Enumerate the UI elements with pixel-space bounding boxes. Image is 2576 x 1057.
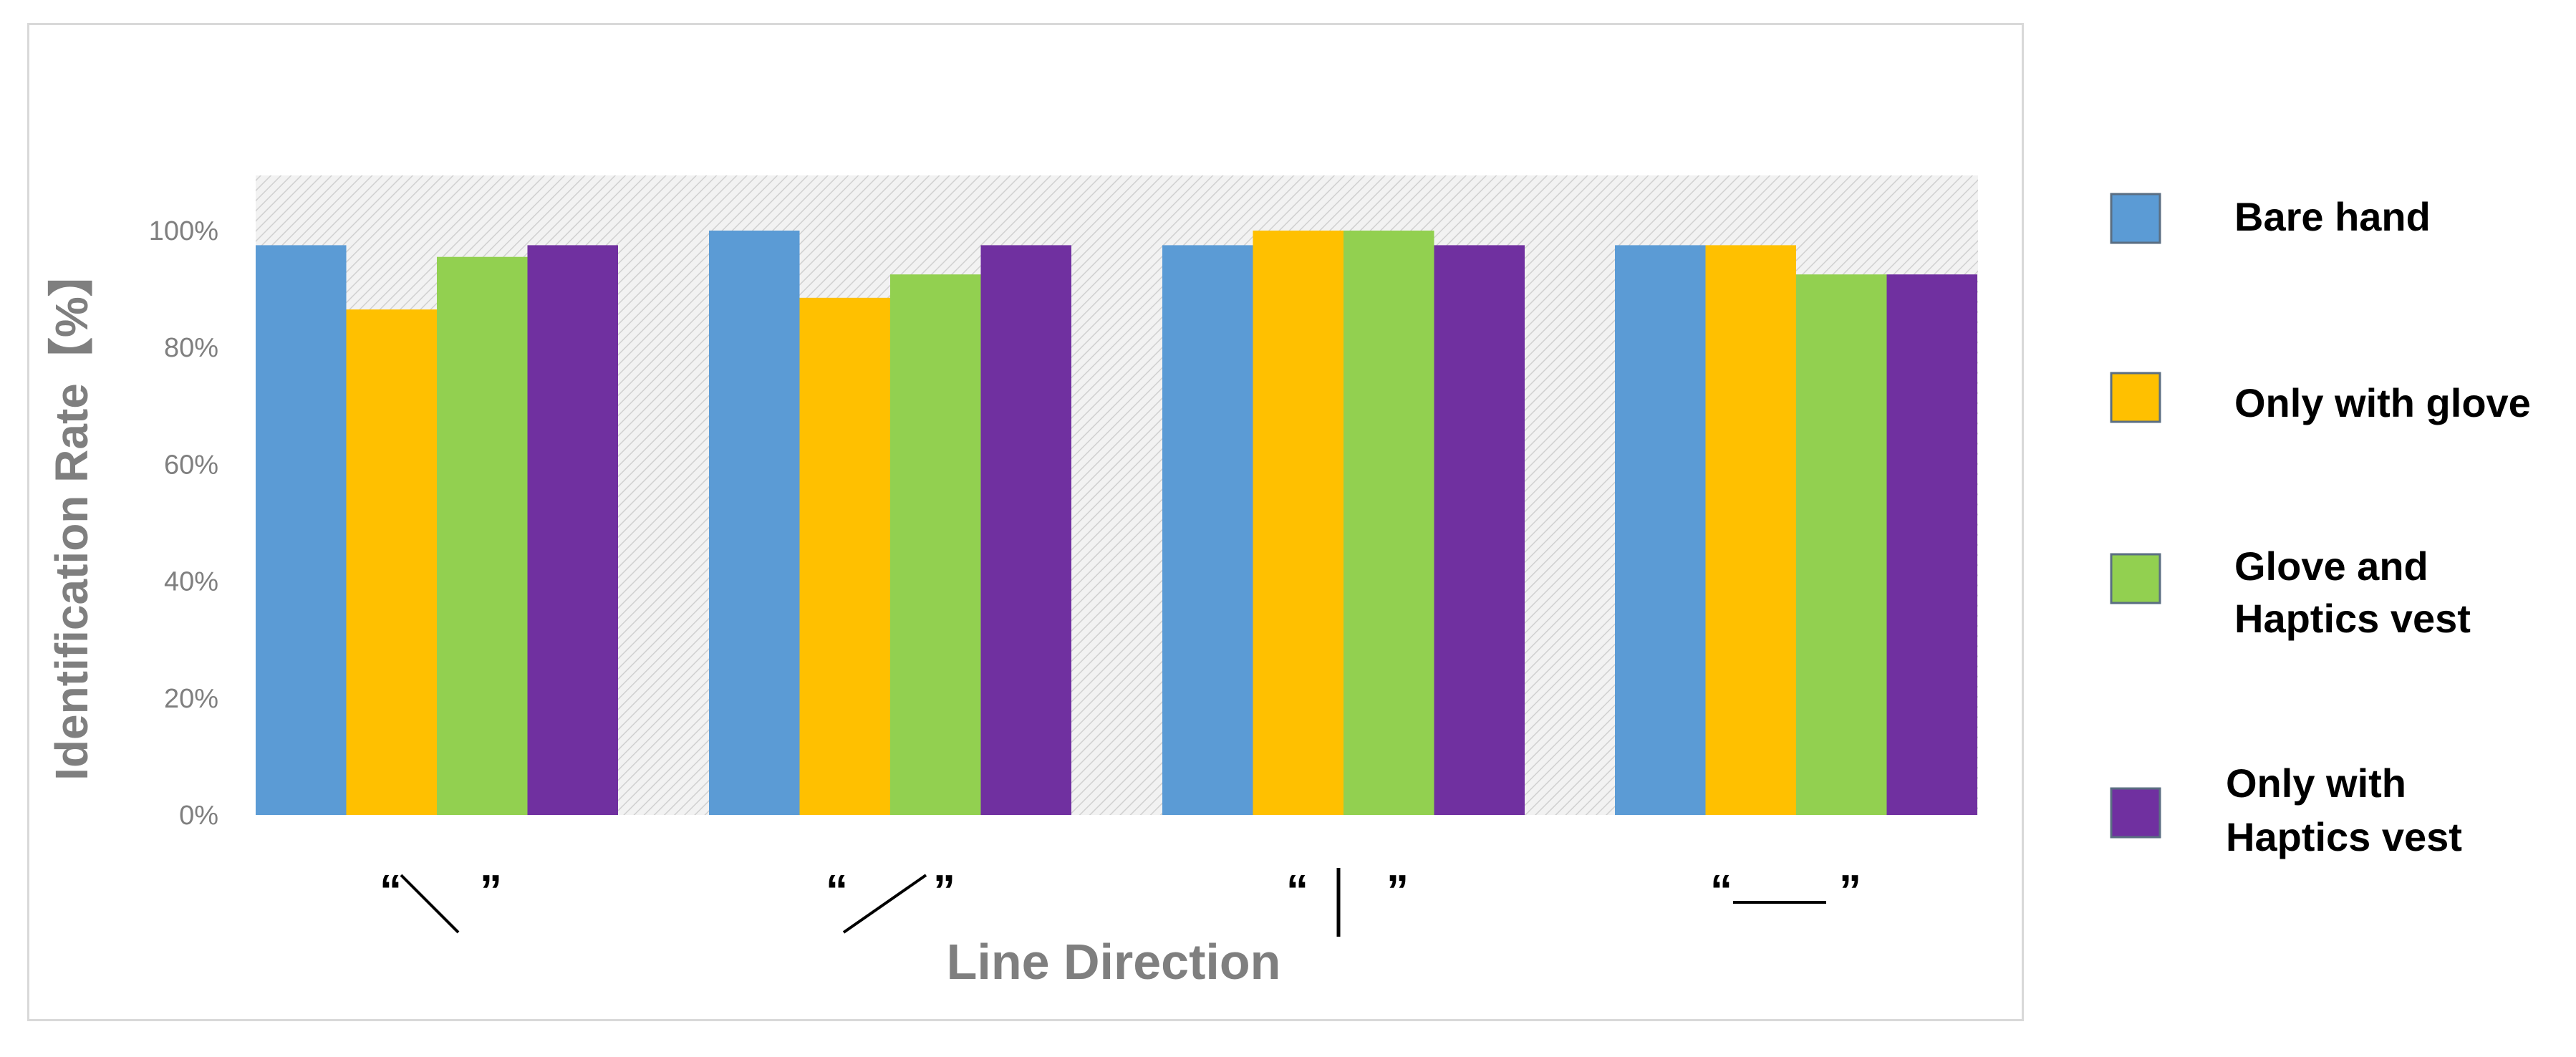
legend-label: Only with (2226, 761, 2406, 806)
x-axis-title: Line Direction (947, 934, 1281, 990)
bar (709, 231, 800, 815)
open-quote: “ (826, 867, 848, 916)
bar (1434, 245, 1525, 815)
legend-label: Bare hand (2234, 194, 2431, 239)
bar (980, 245, 1071, 815)
legend-item: Only with glove (2110, 372, 2531, 425)
close-quote: ” (1386, 867, 1409, 916)
y-tick-label: 40% (164, 567, 218, 597)
legend-item: Only with Haptics vest (2110, 761, 2462, 859)
bar (890, 274, 981, 815)
x-category-label: “\”“” (380, 867, 502, 934)
bar (1344, 231, 1434, 815)
open-quote: “ (1286, 867, 1308, 916)
bar (437, 256, 528, 816)
x-category-label: “—” “” (1710, 867, 1861, 916)
legend-item: Bare hand (2110, 193, 2431, 244)
legend-swatch (2110, 193, 2161, 244)
bar (527, 245, 618, 815)
bars (256, 231, 1977, 816)
bar (1162, 245, 1253, 815)
bar (1886, 274, 1977, 815)
close-quote: ” (480, 867, 502, 916)
bar (1705, 245, 1796, 815)
line-direction-symbol (842, 874, 927, 934)
y-axis-title: Identification Rate【%】 (46, 251, 97, 781)
y-tick-label: 80% (164, 333, 218, 363)
legend-item: Glove and Haptics vest (2110, 544, 2471, 641)
close-quote: ” (933, 867, 955, 916)
y-axis-ticks: 0% 20% 40% 60% 80% 100% (149, 216, 218, 831)
open-quote: “ (1710, 867, 1732, 916)
x-category-label: “/” “” (826, 867, 955, 934)
bar (1253, 231, 1344, 815)
legend-swatch (2110, 787, 2161, 839)
bar (346, 309, 437, 815)
line-direction-symbol (400, 874, 460, 934)
y-tick-label: 60% (164, 450, 218, 480)
bar (1796, 274, 1887, 815)
close-quote: ” (1839, 867, 1861, 916)
legend-swatch (2110, 553, 2161, 604)
y-tick-label: 20% (164, 684, 218, 714)
legend-label: Glove and (2234, 544, 2428, 589)
bar (799, 297, 890, 816)
bar (256, 245, 347, 815)
open-quote: “ (380, 867, 402, 916)
legend: Bare hand Only with glove Glove and Haptics… (2110, 193, 2531, 859)
legend-label: Haptics vest (2226, 814, 2462, 859)
x-axis-category-labels: “\”“ ”“/” “”“|” “”“—” “” (380, 867, 1861, 937)
legend-swatch (2110, 372, 2161, 423)
bar (1615, 245, 1706, 815)
legend-label: Haptics vest (2234, 596, 2471, 641)
y-tick-label: 0% (179, 801, 218, 831)
y-tick-label: 100% (149, 216, 218, 246)
x-category-label: “|” “” (1286, 867, 1409, 937)
legend-label: Only with glove (2234, 380, 2531, 425)
chart-frame (27, 23, 2024, 1021)
